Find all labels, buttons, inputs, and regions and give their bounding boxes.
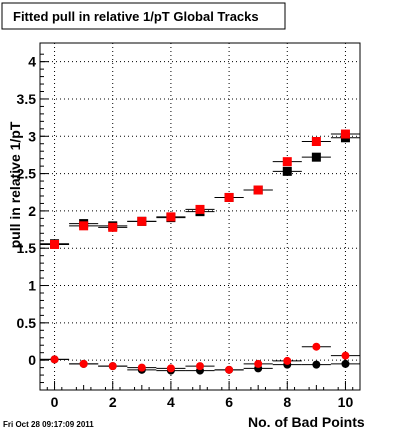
chart-title: Fitted pull in relative 1/pT Global Trac… [13, 9, 259, 24]
y-tick-label: 2.5 [17, 166, 37, 182]
y-tick-label: 1.5 [17, 240, 37, 256]
y-tick-label: 3.5 [17, 91, 37, 107]
x-tick-label: 6 [225, 394, 233, 410]
y-tick-label: 0.5 [17, 315, 37, 331]
data-point-circle [341, 351, 350, 360]
y-tick-label: 4 [28, 54, 36, 70]
data-point-circle [166, 364, 175, 373]
data-point-circle [254, 359, 263, 368]
data-point-square [311, 137, 321, 147]
y-tick-label: 3 [28, 128, 36, 144]
x-tick-label: 4 [167, 394, 175, 410]
series-4 [40, 342, 360, 374]
data-point-square [137, 216, 147, 226]
data-point-circle [50, 355, 59, 364]
x-tick-label: 8 [283, 394, 291, 410]
x-tick-label: 10 [338, 394, 354, 410]
data-point-square [253, 185, 263, 195]
y-axis-title: pull in relative 1/pT [7, 121, 23, 248]
data-point-square [340, 129, 350, 139]
data-point-circle [196, 362, 204, 371]
title-box [1, 2, 286, 30]
data-point-circle [108, 362, 117, 371]
data-point-square [195, 204, 205, 214]
axis-ticks [40, 53, 354, 390]
data-point-square [50, 239, 60, 249]
data-point-square [224, 192, 234, 202]
data-point-square [79, 221, 89, 231]
data-point-circle [312, 360, 321, 369]
data-point-circle [341, 359, 350, 368]
timestamp: Fri Oct 28 09:17:09 2011 [3, 420, 94, 429]
data-point-circle [283, 356, 292, 365]
tick-labels: 0 2 4 6 8 10 0 0.5 1 1.5 2 2.5 3 3.5 4 [17, 54, 354, 410]
data-point-square [166, 212, 176, 222]
data-point-square [282, 166, 292, 176]
data-point-square [282, 157, 292, 167]
x-tick-label: 0 [51, 394, 59, 410]
data-point-circle [79, 359, 88, 368]
data-point-square [108, 222, 118, 232]
data-point-square [311, 152, 321, 162]
x-tick-label: 2 [109, 394, 117, 410]
x-axis-title: No. of Bad Points [248, 414, 365, 430]
y-tick-label: 1 [28, 278, 36, 294]
data-point-circle [137, 363, 146, 372]
data-series [40, 129, 360, 375]
y-tick-label: 0 [28, 352, 36, 368]
series-2 [40, 129, 360, 249]
data-point-circle [312, 342, 321, 351]
y-tick-label: 2 [28, 203, 36, 219]
data-point-circle [225, 365, 234, 374]
